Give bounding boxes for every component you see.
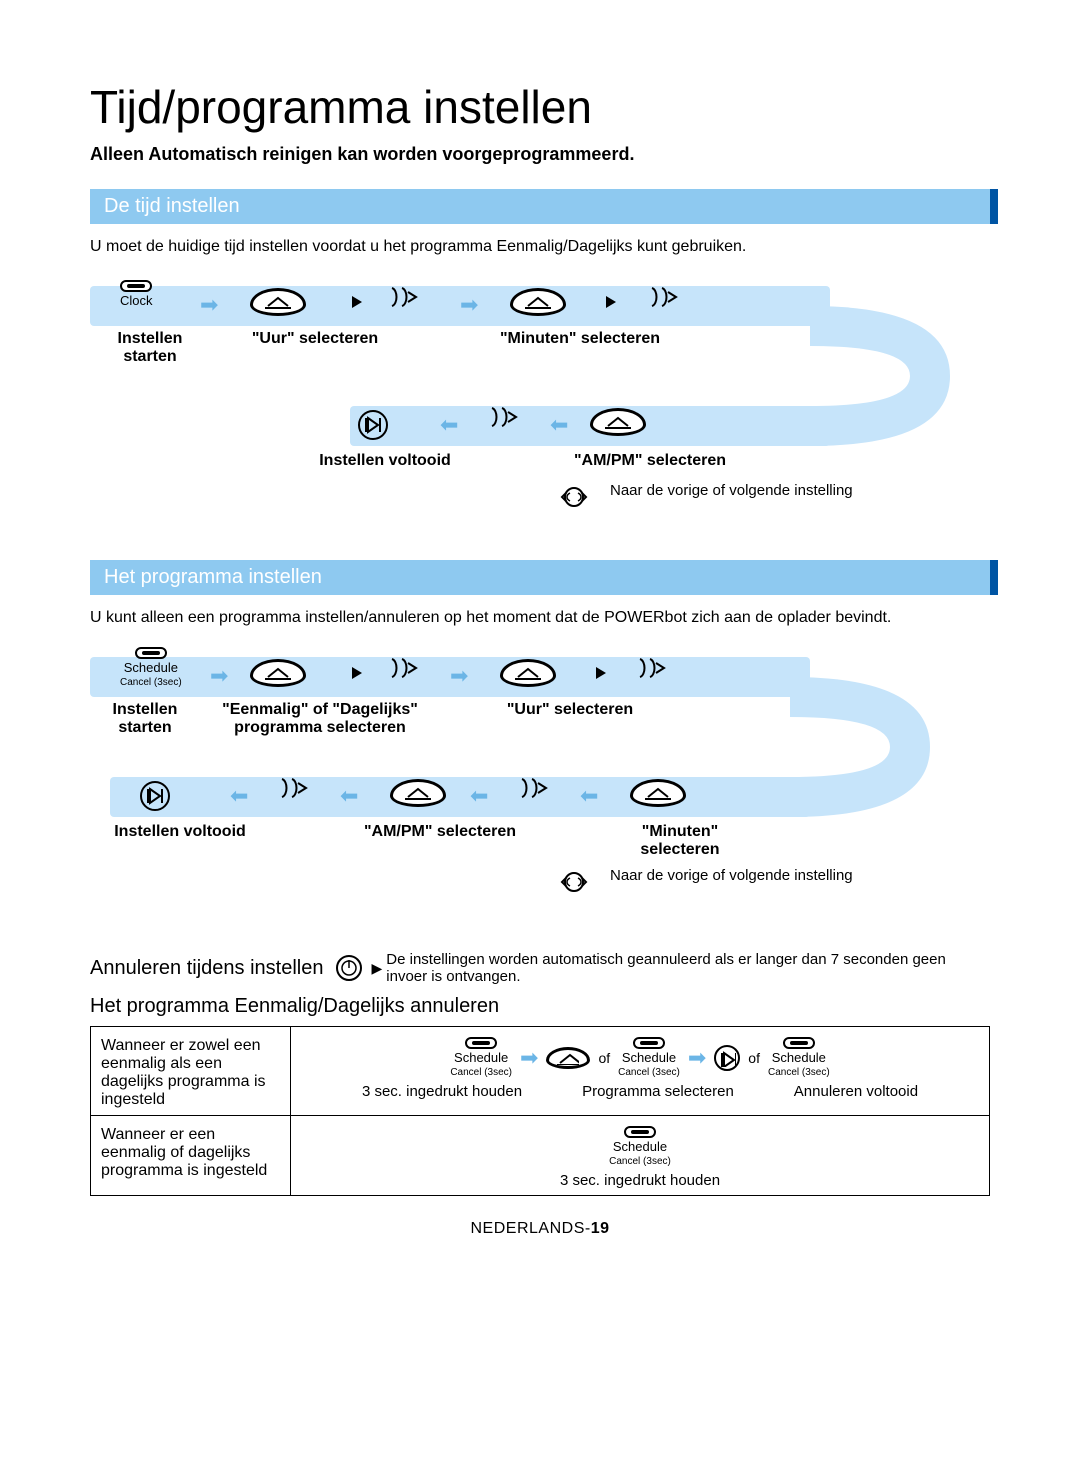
skip-icon [714,1045,740,1071]
play-icon [346,292,366,312]
clock-button-label: Clock [120,294,153,307]
next-icon [520,777,550,801]
remote-up-icon [250,288,306,316]
page-footer: NEDERLANDS-19 [90,1220,990,1238]
bullet-icon: ▶ [372,960,383,977]
remote-up-icon [630,779,686,807]
caption-type: "Eenmalig" of "Dagelijks" programma sele… [210,701,430,737]
caption-start: Instellen starten [90,330,210,366]
section-heading-schedule: Het programma instellen [90,560,990,595]
next-icon [638,657,668,681]
page-title: Tijd/programma instellen [90,80,990,134]
nav-note: Naar de vorige of volgende instelling [610,482,870,500]
step-label: 3 sec. ingedrukt houden [362,1083,522,1100]
diagram-time: Clock ➡ ➡ Instellen starten "Uur" select… [90,272,990,552]
remote-up-icon [590,408,646,436]
cancel-subtitle: Het programma Eenmalig/Dagelijks annuler… [90,995,990,1018]
arrow-icon: ➡ [460,292,478,318]
next-icon [490,406,520,430]
caption-done: Instellen voltooid [300,452,470,470]
section-heading-time: De tijd instellen [90,189,990,224]
cancel-during-note: De instellingen worden automatisch geann… [386,951,990,985]
caption-minute: "Minuten" selecteren [610,823,750,859]
schedule-button-icon [633,1037,665,1049]
caption-start: Instellen starten [90,701,200,737]
remote-up-icon [546,1047,590,1069]
remote-up-icon [500,659,556,687]
power-icon [336,955,362,981]
schedule-button-icon [783,1037,815,1049]
schedule-button-icon [624,1126,656,1138]
arrow-icon: ➡ [520,1045,538,1071]
table-row: Wanneer er een eenmalig of dagelijks pro… [91,1116,990,1196]
arrow-icon: ➡ [450,663,468,689]
cancel-during-row: Annuleren tijdens instellen ▶ De instell… [90,951,990,985]
cancel-during-label: Annuleren tijdens instellen [90,957,324,980]
caption-hour: "Uur" selecteren [230,330,400,348]
remote-up-icon [510,288,566,316]
step-cell: ScheduleCancel (3sec) ➡ of ScheduleCance… [291,1027,990,1116]
schedule-button-icon [135,647,167,659]
section1-desc: U moet de huidige tijd instellen voordat… [90,238,990,256]
diagram-schedule: ScheduleCancel (3sec) ➡ ➡ Instellen star… [90,643,990,943]
play-icon [600,292,620,312]
caption-ampm: "AM/PM" selecteren [550,452,750,470]
caption-minute: "Minuten" selecteren [480,330,680,348]
schedule-button-icon [465,1037,497,1049]
arrow-icon: ⬅ [550,412,568,438]
play-icon [590,663,610,683]
of-text: of [598,1050,610,1066]
caption-ampm: "AM/PM" selecteren [340,823,540,841]
left-right-icon [560,486,588,508]
arrow-icon: ⬅ [580,783,598,809]
next-icon [650,286,680,310]
step-label: Annuleren voltooid [794,1083,918,1100]
arrow-icon: ⬅ [230,783,248,809]
nav-note: Naar de vorige of volgende instelling [610,867,870,885]
play-icon [346,663,366,683]
intro-text: Alleen Automatisch reinigen kan worden v… [90,144,990,165]
remote-up-icon [250,659,306,687]
schedule-button-label: ScheduleCancel (3sec) [120,661,182,689]
next-icon [390,657,420,681]
caption-hour: "Uur" selecteren [480,701,660,719]
next-icon [390,286,420,310]
cond-cell: Wanneer er een eenmalig of dagelijks pro… [91,1116,291,1196]
skip-icon [358,410,388,440]
step-cell: ScheduleCancel (3sec) 3 sec. ingedrukt h… [291,1116,990,1196]
of-text: of [748,1050,760,1066]
skip-icon [140,781,170,811]
caption-done: Instellen voltooid [90,823,270,841]
next-icon [280,777,310,801]
table-row: Wanneer er zowel een eenmalig als een da… [91,1027,990,1116]
section2-desc: U kunt alleen een programma instellen/an… [90,609,990,627]
arrow-icon: ⬅ [470,783,488,809]
left-right-icon [560,871,588,893]
arrow-icon: ➡ [688,1045,706,1071]
arrow-icon: ➡ [210,663,228,689]
clock-button-icon [120,280,152,292]
cond-cell: Wanneer er zowel een eenmalig als een da… [91,1027,291,1116]
step-label: Programma selecteren [582,1083,734,1100]
arrow-icon: ⬅ [340,783,358,809]
arrow-icon: ⬅ [440,412,458,438]
cancel-table: Wanneer er zowel een eenmalig als een da… [90,1026,990,1196]
remote-up-icon [390,779,446,807]
step-label: 3 sec. ingedrukt houden [560,1172,720,1189]
arrow-icon: ➡ [200,292,218,318]
